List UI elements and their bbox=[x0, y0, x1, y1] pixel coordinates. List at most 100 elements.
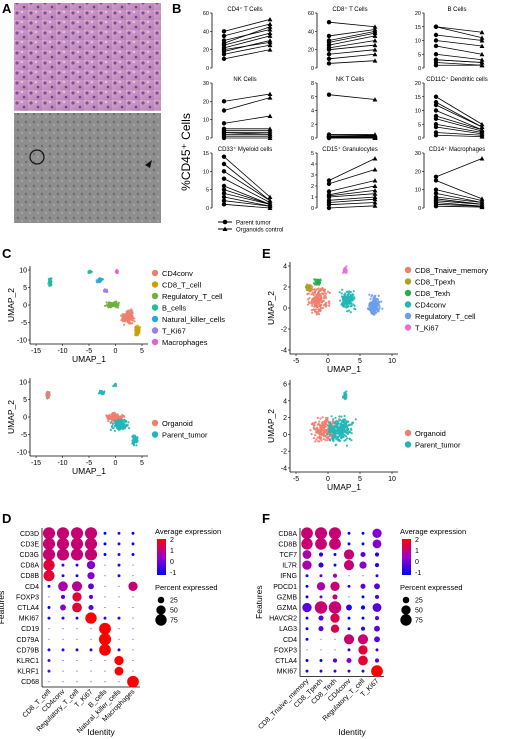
expression-dot bbox=[320, 638, 322, 640]
expression-dot bbox=[56, 537, 70, 550]
expression-dot bbox=[70, 527, 84, 540]
expression-dot bbox=[360, 605, 366, 610]
feature-label: GZMB bbox=[277, 594, 298, 601]
umap-point bbox=[350, 302, 353, 305]
size-legend-tick: 75 bbox=[170, 618, 178, 625]
y-tick-label: 60 bbox=[203, 11, 209, 17]
parent-point bbox=[221, 176, 227, 181]
umap-point bbox=[136, 327, 139, 330]
feature-label: CD3G bbox=[20, 552, 39, 559]
x-axis-label: UMAP_1 bbox=[327, 364, 361, 374]
umap-point bbox=[321, 426, 324, 429]
umap-point bbox=[110, 413, 113, 416]
y-axis-label: UMAP_2 bbox=[266, 409, 276, 443]
umap-point bbox=[311, 311, 314, 314]
umap-point bbox=[116, 270, 119, 273]
umap-point bbox=[137, 331, 140, 334]
panel-b-legend: Parent tumor Organoids control bbox=[218, 219, 283, 234]
expression-dot bbox=[328, 527, 342, 540]
feature-label: IFNG bbox=[280, 573, 297, 580]
y-tick-label: -5 bbox=[21, 432, 27, 439]
y-tick-label: 0 bbox=[418, 206, 421, 212]
umap-point bbox=[103, 390, 106, 393]
umap-point bbox=[109, 417, 112, 420]
organoid-point bbox=[267, 95, 273, 100]
umap-point bbox=[318, 429, 321, 432]
umap-point bbox=[113, 300, 117, 303]
umap-point bbox=[99, 279, 102, 282]
organoid-point bbox=[267, 30, 273, 36]
feature-label: GZMA bbox=[277, 605, 298, 612]
feature-label: CD19 bbox=[21, 626, 39, 633]
y-tick-label: 4 bbox=[283, 264, 287, 271]
umap-point bbox=[312, 422, 315, 425]
parent-point bbox=[433, 187, 439, 192]
umap-point bbox=[368, 306, 371, 309]
umap-point bbox=[333, 434, 336, 437]
expression-dot bbox=[329, 538, 341, 550]
expression-dot bbox=[328, 601, 342, 614]
umap-point bbox=[107, 306, 110, 309]
expression-dot bbox=[132, 638, 134, 640]
expression-dot bbox=[316, 582, 326, 591]
y-tick-label: 0 bbox=[311, 136, 314, 142]
umap-point bbox=[99, 277, 102, 280]
organoid-point bbox=[372, 194, 378, 199]
y-tick-label: 10 bbox=[203, 169, 209, 175]
umap-point bbox=[349, 423, 352, 426]
color-legend-tick: -1 bbox=[170, 570, 176, 577]
umap-point bbox=[332, 438, 335, 441]
expression-dot bbox=[128, 581, 138, 591]
umap-point bbox=[314, 291, 317, 294]
y-tick-label: 8 bbox=[311, 81, 314, 87]
umap-point bbox=[316, 300, 319, 303]
legend-label: B_cells bbox=[162, 303, 186, 312]
pair-line bbox=[223, 23, 271, 37]
size-legend-title: Percent expressed bbox=[400, 583, 463, 592]
expression-dot bbox=[48, 638, 50, 640]
expression-dot bbox=[117, 648, 121, 652]
umap-point bbox=[306, 298, 309, 301]
legend-label: Organoid bbox=[415, 429, 446, 438]
expression-dot bbox=[90, 681, 92, 683]
umap-point bbox=[314, 281, 317, 284]
pair-line bbox=[435, 96, 483, 125]
expression-dot bbox=[332, 658, 338, 663]
organoid-point bbox=[372, 97, 378, 102]
legend-swatch bbox=[404, 289, 412, 297]
x-tick-label: 5 bbox=[358, 476, 362, 483]
umap-point bbox=[318, 420, 321, 423]
umap-point bbox=[122, 313, 126, 316]
umap-point bbox=[126, 320, 129, 323]
x-tick-label: 0 bbox=[114, 460, 118, 467]
legend-swatch bbox=[151, 338, 159, 346]
umap-point bbox=[319, 426, 322, 429]
parent-point bbox=[326, 178, 332, 183]
umap-point bbox=[113, 429, 116, 432]
x-tick-label: 5 bbox=[140, 460, 144, 467]
umap-point bbox=[368, 308, 371, 311]
umap-point bbox=[332, 431, 335, 434]
legend-label: Macrophages bbox=[162, 338, 208, 347]
umap-point bbox=[325, 436, 328, 439]
organoid-point bbox=[267, 126, 273, 131]
expression-dot bbox=[42, 548, 56, 561]
umap-point bbox=[344, 292, 347, 295]
parent-point bbox=[221, 99, 227, 104]
umap-point bbox=[327, 301, 330, 304]
expression-dot bbox=[104, 607, 106, 608]
umap-point bbox=[315, 429, 318, 432]
chart-title: CD15⁺ Granulocytes bbox=[322, 146, 378, 153]
umap-point bbox=[340, 430, 343, 433]
organoid-point bbox=[372, 42, 378, 48]
umap-point bbox=[319, 278, 322, 281]
umap-point bbox=[49, 277, 52, 280]
line-chart-1: CD4⁺ T Cells 0 20 40 60 bbox=[203, 6, 273, 72]
umap-point bbox=[346, 305, 350, 308]
expression-dot bbox=[332, 594, 338, 600]
umap-point bbox=[350, 439, 353, 442]
expression-dot bbox=[47, 669, 51, 673]
parent-point bbox=[326, 92, 332, 97]
expression-dot bbox=[359, 561, 367, 569]
expression-dot bbox=[330, 581, 340, 591]
